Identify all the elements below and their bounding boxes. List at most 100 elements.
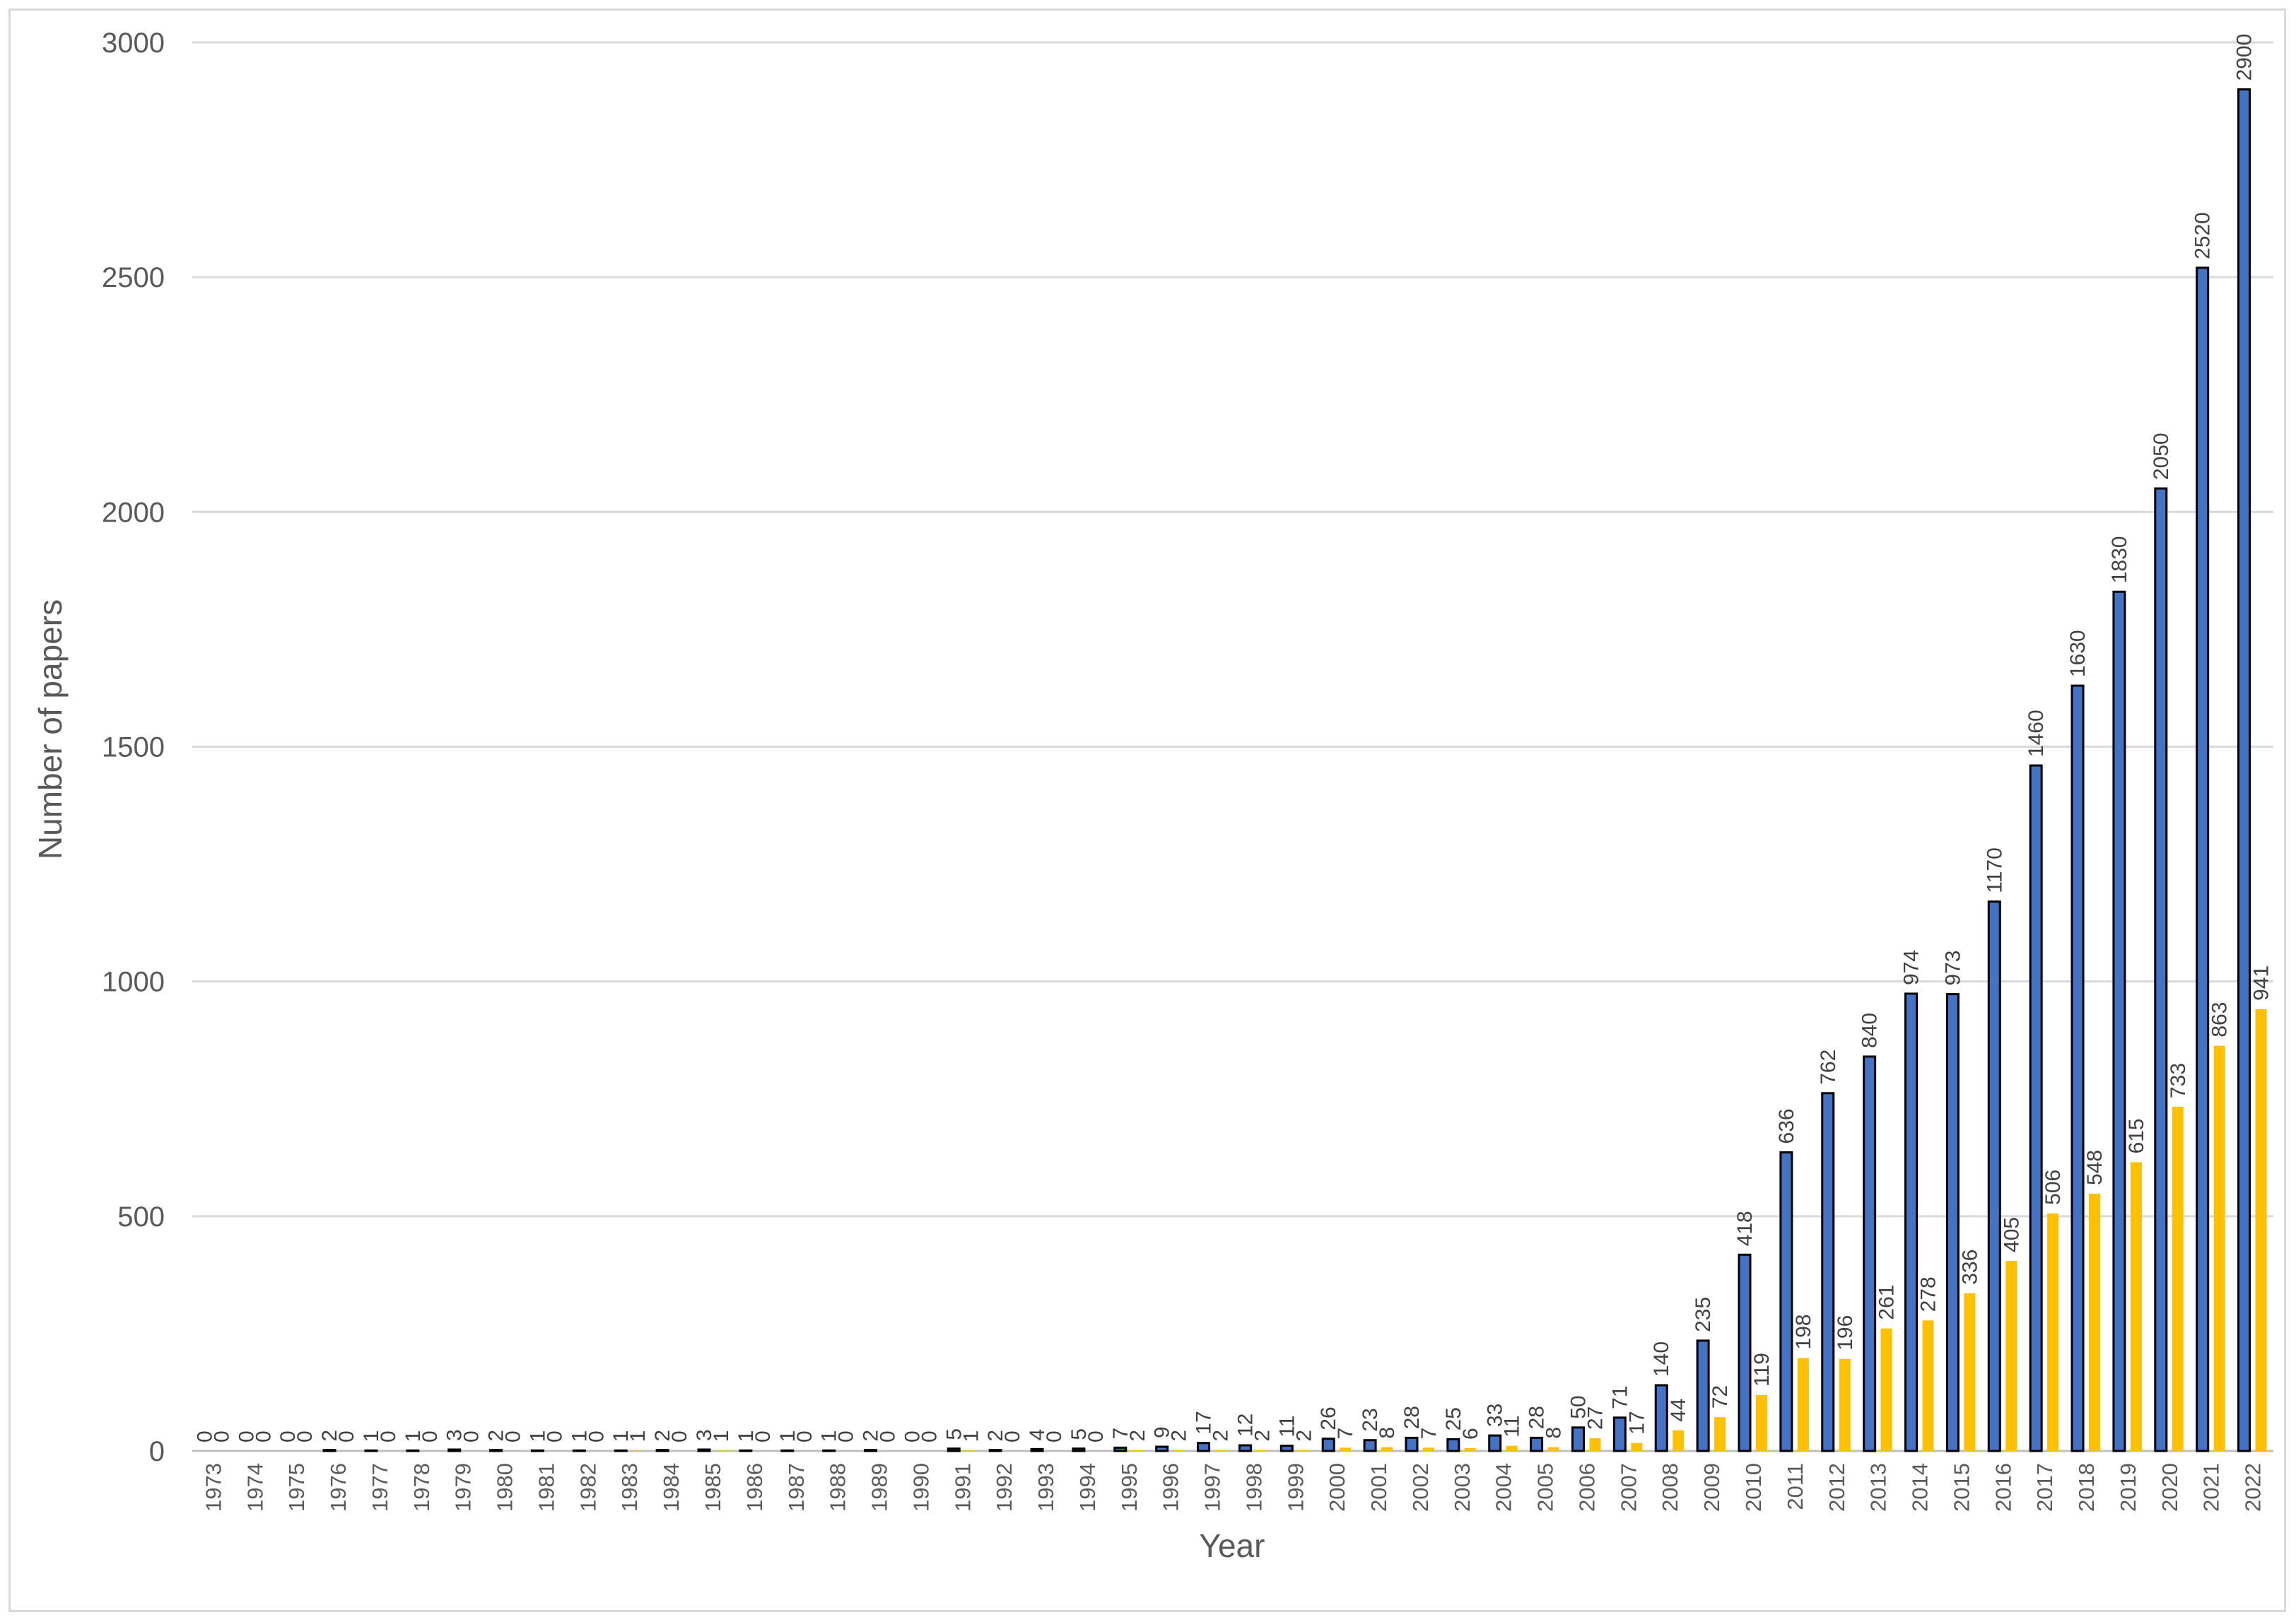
x-tick-label: 1990 <box>908 1463 933 1512</box>
x-tick-label: 1976 <box>326 1463 351 1512</box>
bar-series-1 <box>864 1449 878 1452</box>
bar-series-2 <box>1381 1447 1393 1451</box>
x-tick-label: 1978 <box>409 1463 434 1512</box>
data-label-series-1: 1 <box>609 1430 633 1442</box>
data-label-series-1: 2 <box>984 1430 1007 1442</box>
bar-series-1 <box>2112 590 2126 1452</box>
data-label-series-2: 2 <box>1292 1430 1316 1442</box>
x-tick-label: 1997 <box>1200 1463 1225 1512</box>
x-tick-label: 1991 <box>950 1463 975 1512</box>
bar-series-1 <box>1030 1447 1044 1452</box>
data-label-series-1: 17 <box>1193 1411 1216 1434</box>
data-label-series-1: 840 <box>1858 1013 1882 1048</box>
bar-series-2 <box>1506 1445 1518 1451</box>
x-tick-label: 1981 <box>534 1463 558 1512</box>
bar-series-1 <box>614 1449 628 1452</box>
bar-series-1 <box>1238 1444 1252 1452</box>
data-label-series-2: 405 <box>2000 1217 2023 1252</box>
bar-series-1 <box>1612 1416 1627 1452</box>
bar-series-1 <box>1945 993 1960 1452</box>
data-label-series-2: 278 <box>1917 1276 1940 1312</box>
data-label-series-2: 44 <box>1667 1398 1690 1421</box>
bar-series-2 <box>1256 1450 1268 1451</box>
bar-series-2 <box>1547 1447 1559 1451</box>
x-tick-label: 1986 <box>742 1463 767 1512</box>
data-label-series-1: 1 <box>526 1430 549 1442</box>
data-label-series-2: 1 <box>959 1430 983 1442</box>
bar-series-1 <box>1488 1434 1502 1452</box>
x-tick-label: 1994 <box>1075 1463 1100 1512</box>
data-label-series-2: 72 <box>1709 1385 1732 1409</box>
data-label-series-1: 2050 <box>2150 433 2173 480</box>
bar-series-2 <box>1673 1430 1685 1451</box>
bar-series-1 <box>822 1449 836 1452</box>
x-tick-label: 1975 <box>284 1463 309 1512</box>
bar-series-1 <box>364 1449 378 1452</box>
bar-series-1 <box>322 1449 336 1452</box>
bar-series-1 <box>530 1449 544 1452</box>
x-tick-label: 1984 <box>659 1463 684 1512</box>
data-label-series-2: 0 <box>543 1430 566 1442</box>
y-tick-label: 1000 <box>102 967 165 998</box>
data-label-series-1: 2 <box>651 1430 674 1442</box>
data-label-series-1: 28 <box>1400 1406 1424 1429</box>
data-label-series-2: 0 <box>751 1430 775 1442</box>
x-tick-label: 1974 <box>242 1463 267 1512</box>
x-tick-label: 1988 <box>826 1463 850 1512</box>
data-label-series-2: 0 <box>377 1430 400 1442</box>
bar-series-2 <box>1214 1450 1226 1451</box>
data-label-series-2: 0 <box>335 1430 358 1442</box>
bar-series-1 <box>780 1449 795 1452</box>
bar-series-1 <box>1530 1436 1544 1452</box>
bar-series-1 <box>572 1449 586 1452</box>
bar-series-2 <box>1422 1447 1434 1451</box>
data-label-series-2: 615 <box>2125 1118 2148 1153</box>
data-label-series-1: 23 <box>1359 1408 1382 1431</box>
data-label-series-1: 2 <box>318 1430 341 1442</box>
data-label-series-1: 1 <box>360 1430 383 1442</box>
bar-series-2 <box>2005 1260 2017 1451</box>
data-label-series-1: 1630 <box>2066 630 2090 677</box>
x-tick-label: 1979 <box>451 1463 476 1512</box>
bar-series-2 <box>2255 1009 2267 1451</box>
data-label-series-1: 1170 <box>1983 847 2006 893</box>
x-tick-label: 2001 <box>1366 1463 1391 1512</box>
bar-series-1 <box>447 1448 462 1452</box>
data-label-series-2: 0 <box>877 1430 900 1442</box>
data-label-series-1: 1 <box>402 1430 425 1442</box>
data-label-series-2: 0 <box>293 1430 317 1442</box>
data-label-series-1: 26 <box>1317 1406 1340 1430</box>
bar-series-1 <box>1279 1445 1294 1452</box>
data-label-series-1: 2900 <box>2233 34 2256 81</box>
y-axis-ticks: 0 500 1000 1500 2000 2500 3000 <box>102 28 165 1467</box>
bar-series-1 <box>1363 1439 1377 1452</box>
data-label-series-1: 418 <box>1733 1211 1757 1246</box>
data-label-series-1: 33 <box>1484 1404 1507 1427</box>
data-label-series-2: 336 <box>1958 1250 1981 1285</box>
bar-series-1 <box>1155 1445 1169 1452</box>
bar-series-1 <box>2029 764 2043 1452</box>
x-tick-label: 2000 <box>1325 1463 1349 1512</box>
x-axis-ticks: 1973 1974 1975 1976 1977 1978 1979 1980 1981 1982… <box>201 1463 2265 1512</box>
data-label-series-2: 2 <box>1126 1430 1149 1442</box>
data-label-series-2: 8 <box>1542 1427 1566 1439</box>
bar-series-2 <box>1922 1320 1934 1451</box>
x-tick-label: 1983 <box>617 1463 642 1512</box>
data-label-series-1: 974 <box>1900 950 1923 985</box>
bar-series-2 <box>2213 1045 2225 1451</box>
data-label-series-1: 0 <box>276 1430 300 1442</box>
y-axis-title: Number of papers <box>32 599 69 859</box>
x-tick-label: 1993 <box>1033 1463 1058 1512</box>
bar-series-2 <box>1964 1293 1976 1451</box>
gridlines <box>192 41 2273 1452</box>
x-tick-label: 2018 <box>2074 1463 2099 1512</box>
data-label-series-2: 261 <box>1875 1285 1899 1320</box>
bar-series-1 <box>2196 266 2210 1452</box>
data-label-series-2: 11 <box>1501 1416 1524 1438</box>
data-label-series-2: 0 <box>918 1430 941 1442</box>
data-label-series-2: 17 <box>1625 1411 1648 1434</box>
data-label-series-2: 863 <box>2208 1002 2232 1038</box>
x-tick-label: 2013 <box>1866 1463 1891 1512</box>
bar-series-2 <box>1797 1358 1809 1451</box>
